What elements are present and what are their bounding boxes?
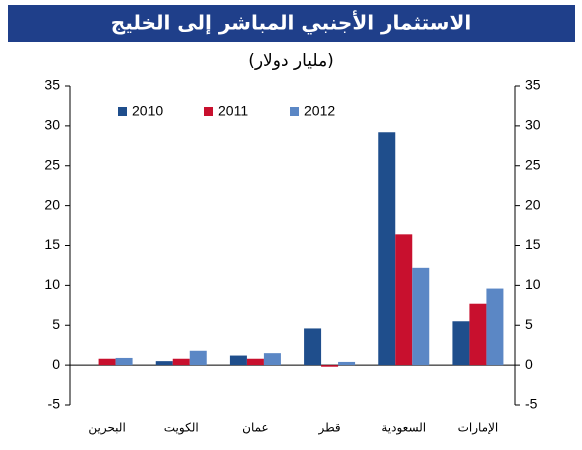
- y2-tick-label: 25: [525, 156, 541, 172]
- bar: [452, 321, 470, 366]
- bar: [304, 328, 322, 366]
- bar: [155, 361, 173, 366]
- legend-label: 2011: [218, 103, 248, 119]
- legend-swatch: [290, 107, 299, 116]
- x-tick-label: البحرين: [88, 421, 125, 436]
- bar: [172, 358, 190, 366]
- y2-tick-label: 35: [525, 77, 541, 93]
- bar: [469, 303, 487, 366]
- legend-label: 2010: [132, 103, 163, 119]
- bar: [321, 365, 339, 367]
- bar: [263, 353, 281, 366]
- y-tick-label: 10: [44, 276, 60, 292]
- y-tick-label: 25: [44, 156, 60, 172]
- legend-swatch: [204, 107, 213, 116]
- bar: [115, 357, 133, 366]
- bar: [486, 288, 504, 366]
- bar: [412, 267, 430, 366]
- y-tick-label: 20: [44, 196, 60, 212]
- chart-subtitle: (مليار دولار): [248, 51, 334, 71]
- y2-tick-label: -5: [525, 396, 538, 412]
- y-tick-label: -5: [48, 396, 61, 412]
- x-tick-label: الإمارات: [458, 421, 499, 436]
- y-tick-label: 15: [44, 236, 60, 252]
- y-tick-label: 30: [44, 117, 60, 133]
- y2-tick-label: 30: [525, 117, 541, 133]
- legend-swatch: [118, 107, 127, 116]
- y2-tick-label: 20: [525, 196, 541, 212]
- x-tick-label: قطر: [317, 421, 340, 436]
- title-bar: [8, 5, 575, 42]
- bar: [378, 132, 396, 366]
- bar: [338, 361, 356, 366]
- bar: [229, 355, 247, 366]
- y2-tick-label: 15: [525, 236, 541, 252]
- chart-title: الاستثمار الأجنبي المباشر إلى الخليج: [111, 10, 471, 36]
- y2-tick-label: 0: [525, 356, 533, 372]
- y2-tick-label: 5: [525, 316, 533, 332]
- bar: [189, 350, 207, 366]
- x-tick-label: السعودية: [381, 421, 426, 436]
- bar: [246, 358, 264, 366]
- legend-label: 2012: [304, 103, 335, 119]
- x-tick-label: الكويت: [164, 421, 199, 436]
- y2-tick-label: 10: [525, 276, 541, 292]
- y-tick-label: 0: [52, 356, 60, 372]
- bar: [395, 234, 413, 366]
- y-tick-label: 5: [52, 316, 60, 332]
- x-tick-label: عمان: [242, 421, 269, 435]
- y-tick-label: 35: [44, 77, 60, 93]
- bar: [98, 358, 116, 366]
